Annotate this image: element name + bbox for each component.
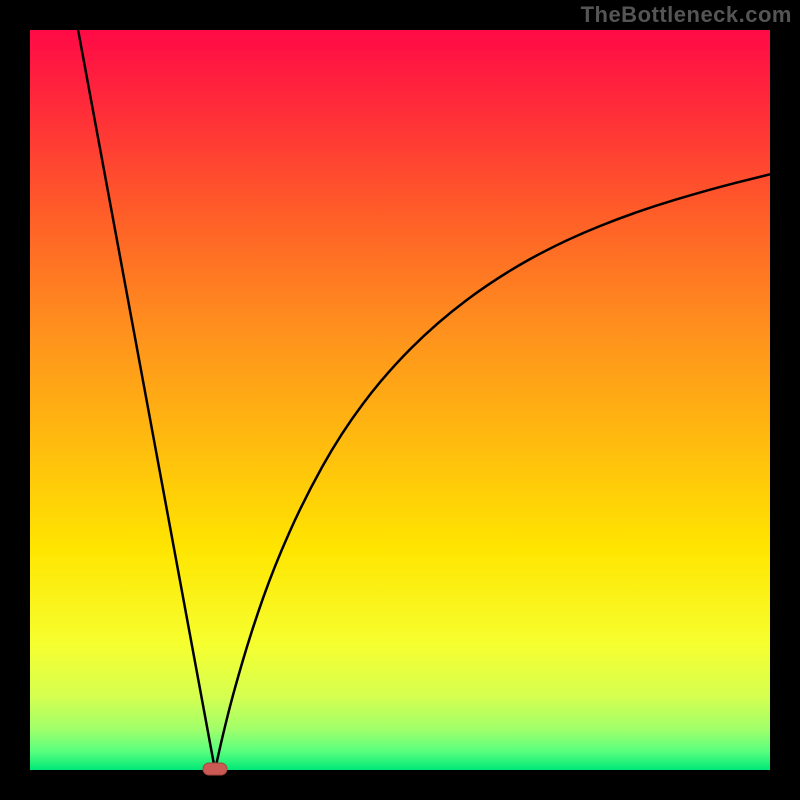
minimum-marker <box>203 763 227 775</box>
bottleneck-chart <box>0 0 800 800</box>
watermark-text: TheBottleneck.com <box>581 2 792 28</box>
plot-gradient-background <box>30 30 770 770</box>
